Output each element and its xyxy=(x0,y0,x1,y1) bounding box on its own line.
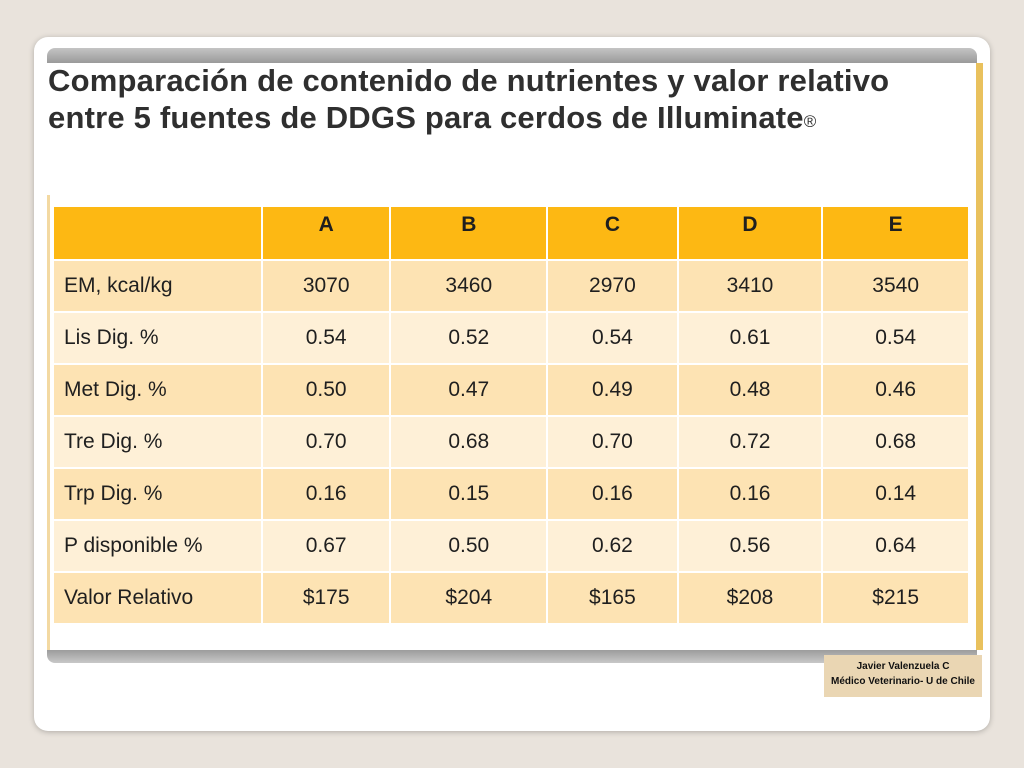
table-cell: $208 xyxy=(678,573,822,623)
table-cell: 0.54 xyxy=(262,313,390,363)
table-cell: 0.56 xyxy=(678,521,822,571)
table-cell: 0.54 xyxy=(548,313,677,363)
table-cell: 0.46 xyxy=(823,365,968,415)
table-cell: 0.47 xyxy=(391,365,547,415)
table-cell: 0.49 xyxy=(548,365,677,415)
table-cell: 0.52 xyxy=(391,313,547,363)
row-label: Tre Dig. % xyxy=(54,417,261,467)
table-cell: 3460 xyxy=(391,261,547,311)
row-label: Lis Dig. % xyxy=(54,313,261,363)
ddgs-comparison-table: A B C D E EM, kcal/kg 3070 3460 2970 341… xyxy=(52,205,970,625)
slide-gold-edge xyxy=(976,63,983,650)
column-header-c: C xyxy=(548,207,677,259)
table-row: Valor Relativo $175 $204 $165 $208 $215 xyxy=(54,573,968,623)
row-label: Valor Relativo xyxy=(54,573,261,623)
table-row: Met Dig. % 0.50 0.47 0.49 0.48 0.46 xyxy=(54,365,968,415)
table-row: P disponible % 0.67 0.50 0.62 0.56 0.64 xyxy=(54,521,968,571)
table-cell: 0.68 xyxy=(823,417,968,467)
table-cell: 0.70 xyxy=(262,417,390,467)
slide-title: Comparación de contenido de nutrientes y… xyxy=(48,62,968,136)
table-cell: 0.70 xyxy=(548,417,677,467)
table-cell: $165 xyxy=(548,573,677,623)
column-header-b: B xyxy=(391,207,547,259)
slide-gold-edge-left xyxy=(47,195,50,650)
table-cell: 0.61 xyxy=(678,313,822,363)
author-role: Médico Veterinario- U de Chile xyxy=(831,676,975,687)
row-label: Trp Dig. % xyxy=(54,469,261,519)
table-cell: 0.54 xyxy=(823,313,968,363)
table-cell: 0.16 xyxy=(548,469,677,519)
row-label: Met Dig. % xyxy=(54,365,261,415)
table-cell: 3540 xyxy=(823,261,968,311)
author-credit: Javier Valenzuela C Médico Veterinario- … xyxy=(824,655,982,697)
table-cell: 0.62 xyxy=(548,521,677,571)
table-cell: $175 xyxy=(262,573,390,623)
table-cell: 0.16 xyxy=(678,469,822,519)
table-header-row: A B C D E xyxy=(54,207,968,259)
table-cell: 0.67 xyxy=(262,521,390,571)
table-cell: 0.72 xyxy=(678,417,822,467)
table-row: Trp Dig. % 0.16 0.15 0.16 0.16 0.14 xyxy=(54,469,968,519)
column-header-e: E xyxy=(823,207,968,259)
table-cell: 0.48 xyxy=(678,365,822,415)
table-row: Lis Dig. % 0.54 0.52 0.54 0.61 0.54 xyxy=(54,313,968,363)
slide-frame-top xyxy=(47,48,977,63)
table-cell: 0.68 xyxy=(391,417,547,467)
table-cell: 3070 xyxy=(262,261,390,311)
author-name: Javier Valenzuela C xyxy=(856,661,950,672)
column-header-d: D xyxy=(678,207,822,259)
slide-title-text: Comparación de contenido de nutrientes y… xyxy=(48,63,890,135)
table-cell: 0.64 xyxy=(823,521,968,571)
row-label: EM, kcal/kg xyxy=(54,261,261,311)
table-cell: 3410 xyxy=(678,261,822,311)
column-header-a: A xyxy=(262,207,390,259)
table-row: EM, kcal/kg 3070 3460 2970 3410 3540 xyxy=(54,261,968,311)
table-cell: $204 xyxy=(391,573,547,623)
row-label: P disponible % xyxy=(54,521,261,571)
table-cell: 0.14 xyxy=(823,469,968,519)
table-cell: 0.50 xyxy=(391,521,547,571)
slide-frame-bottom xyxy=(47,650,977,663)
table-cell: $215 xyxy=(823,573,968,623)
table-cell: 0.50 xyxy=(262,365,390,415)
table-row: Tre Dig. % 0.70 0.68 0.70 0.72 0.68 xyxy=(54,417,968,467)
table-cell: 2970 xyxy=(548,261,677,311)
table-cell: 0.15 xyxy=(391,469,547,519)
registered-mark: ® xyxy=(803,112,817,131)
table-cell: 0.16 xyxy=(262,469,390,519)
column-header-blank xyxy=(54,207,261,259)
